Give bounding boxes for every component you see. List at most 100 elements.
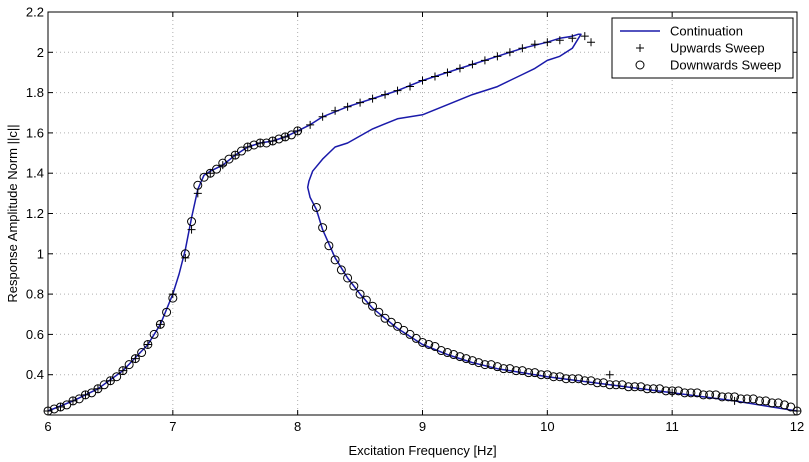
upwards-sweep-point xyxy=(318,112,327,121)
downwards-sweep-point xyxy=(187,217,197,227)
downwards-sweep-point xyxy=(617,380,627,390)
upwards-sweep-point xyxy=(131,354,140,363)
upwards-sweep-point xyxy=(218,161,227,170)
downwards-sweep-point xyxy=(499,364,509,374)
downwards-sweep-point xyxy=(786,402,796,412)
downwards-sweep-point xyxy=(193,180,203,190)
x-tick-label: 7 xyxy=(169,419,176,434)
y-tick-label: 1.2 xyxy=(26,206,44,221)
downwards-sweep-point xyxy=(642,384,652,394)
downwards-sweep-point xyxy=(586,376,596,386)
y-tick-label: 1 xyxy=(37,246,44,261)
downwards-sweep-point xyxy=(124,360,134,370)
downwards-sweep-point xyxy=(137,348,147,358)
downwards-sweep-point xyxy=(180,249,190,259)
downwards-sweep-point xyxy=(374,307,384,317)
downwards-sweep-point xyxy=(549,372,559,382)
x-tick-label: 6 xyxy=(44,419,51,434)
downwards-sweep-point xyxy=(480,360,490,370)
upwards-sweep-point xyxy=(331,106,340,115)
downwards-sweep-point xyxy=(580,376,590,386)
downwards-sweep-point xyxy=(455,352,465,362)
upwards-sweep-point xyxy=(493,52,502,61)
x-tick-label: 10 xyxy=(540,419,554,434)
downwards-sweep-point xyxy=(162,307,172,317)
downwards-sweep-point xyxy=(311,202,321,212)
downwards-sweep-point xyxy=(698,390,708,400)
downwards-sweep-point xyxy=(424,339,434,349)
upwards-sweep-point xyxy=(118,366,127,375)
downwards-sweep-point xyxy=(449,350,459,360)
legend-label: Downwards Sweep xyxy=(670,58,781,73)
downwards-sweep-point xyxy=(218,158,228,168)
grid-lines xyxy=(48,12,797,415)
downwards-sweep-point xyxy=(368,301,378,311)
downwards-sweep-point xyxy=(212,164,222,174)
downwards-sweep-point xyxy=(611,380,621,390)
downwards-sweep-point xyxy=(442,348,452,358)
downwards-sweep-point xyxy=(567,374,577,384)
downwards-sweep-point xyxy=(680,388,690,398)
upwards-sweep-point xyxy=(343,102,352,111)
downwards-sweep-point xyxy=(486,360,496,370)
downwards-sweep-point xyxy=(430,341,440,351)
downwards-sweep-point xyxy=(80,390,90,400)
downwards-sweep-point xyxy=(336,265,346,275)
upwards-sweep-point xyxy=(568,34,577,43)
upwards-sweep-point xyxy=(368,94,377,103)
downwards-sweep-point xyxy=(49,404,59,414)
downwards-sweep-point xyxy=(648,384,658,394)
y-tick-label: 2 xyxy=(37,45,44,60)
upwards-sweep-point xyxy=(231,151,240,160)
y-tick-label: 2.2 xyxy=(26,5,44,20)
downwards-sweep-point xyxy=(742,394,752,404)
downwards-sweep-point xyxy=(630,382,640,392)
upwards-sweep-point xyxy=(206,169,215,178)
upwards-sweep-point xyxy=(381,90,390,99)
downwards-sweep-point xyxy=(243,142,253,152)
downwards-sweep-point xyxy=(561,374,571,384)
downwards-sweep-point xyxy=(224,154,234,164)
downwards-sweep-point xyxy=(736,394,746,404)
upwards-sweep-point xyxy=(543,38,552,47)
downwards-sweep-point xyxy=(199,172,209,182)
series-continuation xyxy=(47,33,798,412)
downwards-sweep-point xyxy=(286,130,296,140)
downwards-sweep-point xyxy=(748,394,758,404)
downwards-sweep-point xyxy=(723,392,733,402)
y-tick-label: 1.8 xyxy=(26,85,44,100)
downwards-sweep-point xyxy=(467,356,477,366)
y-tick-label: 0.8 xyxy=(26,287,44,302)
downwards-sweep-point xyxy=(324,241,334,251)
downwards-sweep-point xyxy=(68,396,78,406)
y-tick-label: 0.6 xyxy=(26,327,44,342)
y-tick-label: 0.4 xyxy=(26,367,44,382)
x-tick-label: 11 xyxy=(665,419,679,434)
downwards-sweep-point xyxy=(155,319,165,329)
downwards-sweep-point xyxy=(605,380,615,390)
downwards-sweep-point xyxy=(686,388,696,398)
upwards-sweep-point xyxy=(518,44,527,53)
y-tick-label: 1.6 xyxy=(26,125,44,140)
upwards-sweep-point xyxy=(193,189,202,198)
downwards-sweep-point xyxy=(673,386,683,396)
legend-label: Upwards Sweep xyxy=(670,41,765,56)
upwards-sweep-point xyxy=(106,376,115,385)
upwards-sweep-point xyxy=(156,320,165,329)
downwards-sweep-point xyxy=(461,354,471,364)
downwards-sweep-point xyxy=(255,138,265,148)
downwards-sweep-point xyxy=(105,376,115,386)
upwards-sweep-point xyxy=(605,370,614,379)
legend-plus-swatch xyxy=(636,44,644,52)
series-upwards-sweep xyxy=(44,32,801,415)
downwards-sweep-point xyxy=(692,388,702,398)
downwards-sweep-point xyxy=(636,382,646,392)
upwards-sweep-point xyxy=(406,82,415,91)
upwards-sweep-point xyxy=(356,98,365,107)
downwards-sweep-point xyxy=(230,150,240,160)
series-layer xyxy=(43,32,802,416)
x-axis-label: Excitation Frequency [Hz] xyxy=(348,443,496,458)
downwards-sweep-point xyxy=(343,273,353,283)
downwards-sweep-point xyxy=(393,321,403,331)
downwards-sweep-point xyxy=(143,339,153,349)
